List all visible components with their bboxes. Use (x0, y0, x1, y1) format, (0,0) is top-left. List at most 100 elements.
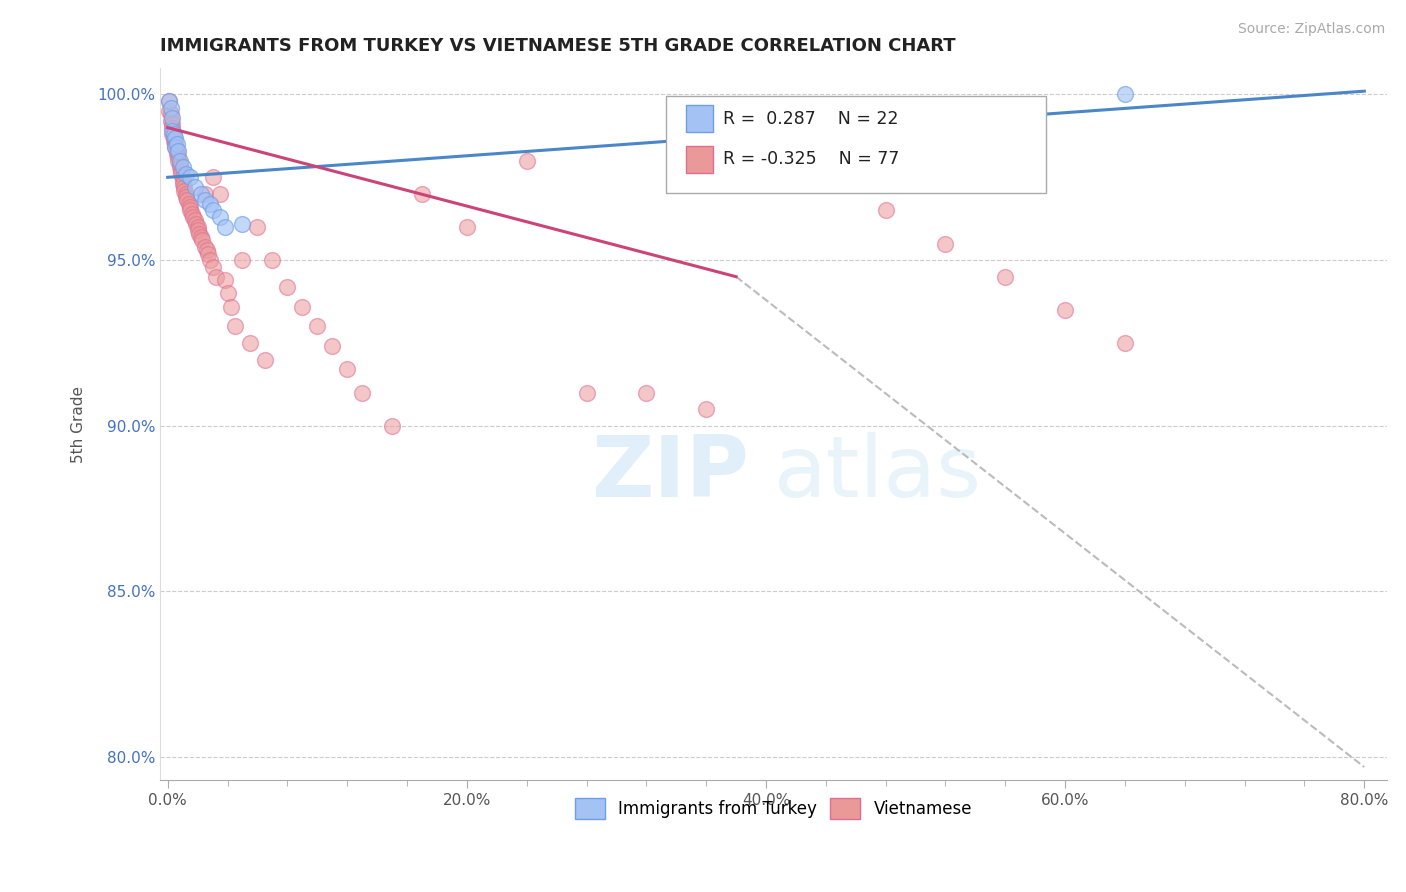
Point (194, 194, 217, 208)
Legend: Immigrants from Turkey, Vietnamese: Immigrants from Turkey, Vietnamese (568, 792, 979, 825)
Point (187, 223, 209, 237)
Point (177, 196, 200, 211)
Point (159, 114, 181, 128)
Point (172, 173, 194, 187)
Point (172, 161, 194, 175)
Point (169, 161, 191, 175)
Point (191, 233, 214, 247)
Text: ZIP: ZIP (591, 433, 749, 516)
Point (1114, 335, 1136, 350)
Point (165, 130, 187, 145)
Point (204, 269, 226, 284)
Point (201, 260, 224, 274)
Point (276, 279, 298, 293)
Point (163, 130, 186, 145)
Point (695, 402, 717, 417)
Point (160, 120, 183, 135)
Point (184, 217, 207, 231)
Point (198, 253, 221, 268)
Point (183, 180, 205, 194)
Point (160, 111, 183, 125)
Y-axis label: 5th Grade: 5th Grade (72, 385, 86, 463)
Point (157, 94, 180, 108)
Point (239, 335, 262, 350)
Point (179, 203, 201, 218)
Point (170, 163, 193, 178)
Point (187, 219, 209, 234)
Point (172, 177, 194, 191)
Point (180, 207, 202, 221)
Point (307, 319, 329, 334)
Point (253, 352, 276, 367)
Text: R =  0.287    N = 22: R = 0.287 N = 22 (723, 110, 898, 128)
Point (381, 418, 404, 433)
Point (636, 385, 658, 400)
Point (157, 103, 180, 118)
Point (188, 227, 211, 241)
Point (159, 107, 181, 121)
Point (190, 186, 212, 201)
Point (209, 186, 232, 201)
Point (195, 243, 218, 257)
Point (1054, 302, 1077, 317)
Point (169, 157, 191, 171)
Point (166, 137, 188, 152)
Point (169, 153, 191, 168)
Point (166, 144, 188, 158)
Point (291, 300, 314, 314)
Point (174, 190, 197, 204)
Point (194, 240, 217, 254)
Point (181, 210, 204, 224)
Text: Source: ZipAtlas.com: Source: ZipAtlas.com (1237, 22, 1385, 37)
Point (183, 213, 205, 227)
Point (173, 180, 195, 194)
Point (214, 219, 236, 234)
Point (411, 186, 433, 201)
Point (165, 140, 187, 154)
Text: R = -0.325    N = 77: R = -0.325 N = 77 (723, 150, 900, 169)
Point (814, 170, 837, 185)
Point (174, 167, 197, 181)
Point (167, 144, 190, 158)
Point (201, 170, 224, 185)
Point (755, 137, 778, 152)
Point (167, 150, 190, 164)
Point (875, 203, 897, 218)
Text: atlas: atlas (773, 433, 981, 516)
Point (321, 339, 343, 353)
Point (219, 300, 242, 314)
Point (994, 269, 1017, 284)
Point (456, 219, 478, 234)
Point (231, 217, 253, 231)
Point (197, 246, 219, 260)
Point (179, 170, 201, 185)
Point (174, 186, 197, 201)
Point (1114, 87, 1136, 102)
Point (159, 101, 181, 115)
Point (194, 186, 217, 201)
Point (262, 253, 284, 268)
Text: IMMIGRANTS FROM TURKEY VS VIETNAMESE 5TH GRADE CORRELATION CHART: IMMIGRANTS FROM TURKEY VS VIETNAMESE 5TH… (160, 37, 956, 55)
Point (170, 167, 193, 181)
FancyBboxPatch shape (665, 96, 1046, 193)
FancyBboxPatch shape (686, 145, 713, 173)
Point (934, 236, 956, 251)
Point (214, 273, 236, 287)
Point (163, 134, 186, 148)
Point (160, 124, 183, 138)
Point (190, 230, 212, 244)
FancyBboxPatch shape (686, 105, 713, 132)
Point (336, 362, 359, 376)
Point (516, 153, 538, 168)
Point (179, 200, 201, 214)
Point (173, 184, 195, 198)
Point (172, 170, 194, 185)
Point (217, 286, 239, 301)
Point (352, 385, 374, 400)
Point (165, 140, 187, 154)
Point (167, 153, 190, 168)
Point (224, 319, 246, 334)
Point (201, 203, 224, 218)
Point (246, 219, 269, 234)
Point (160, 117, 183, 131)
